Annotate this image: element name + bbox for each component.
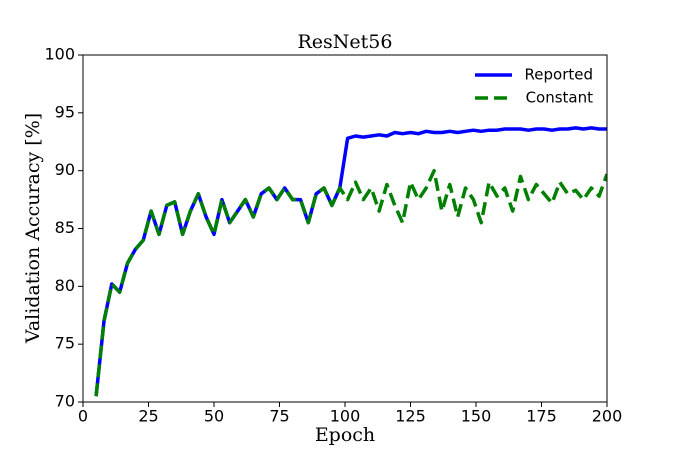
x-tick-label: 125 [395, 407, 426, 426]
x-tick-label: 75 [269, 407, 289, 426]
chart-title: ResNet56 [298, 31, 393, 53]
legend-label: Reported [525, 66, 593, 84]
y-tick-label: 95 [55, 102, 75, 121]
y-tick-label: 100 [44, 45, 75, 64]
y-tick-label: 75 [55, 334, 75, 353]
x-axis-label: Epoch [315, 424, 375, 446]
x-tick-label: 100 [330, 407, 361, 426]
x-tick-label: 200 [592, 407, 623, 426]
y-tick-label: 85 [55, 218, 75, 237]
x-tick-label: 0 [78, 407, 88, 426]
line-series [94, 126, 607, 397]
y-axis-label: Validation Accuracy [%] [22, 113, 44, 344]
line-series [94, 168, 607, 397]
y-tick-label: 80 [55, 276, 75, 295]
legend-label: Constant [526, 89, 594, 107]
x-tick-label: 175 [526, 407, 557, 426]
y-tick-label: 90 [55, 160, 75, 179]
x-tick-label: 25 [138, 407, 158, 426]
x-tick-label: 150 [461, 407, 492, 426]
x-tick-label: 50 [204, 407, 224, 426]
y-tick-label: 70 [55, 392, 75, 411]
